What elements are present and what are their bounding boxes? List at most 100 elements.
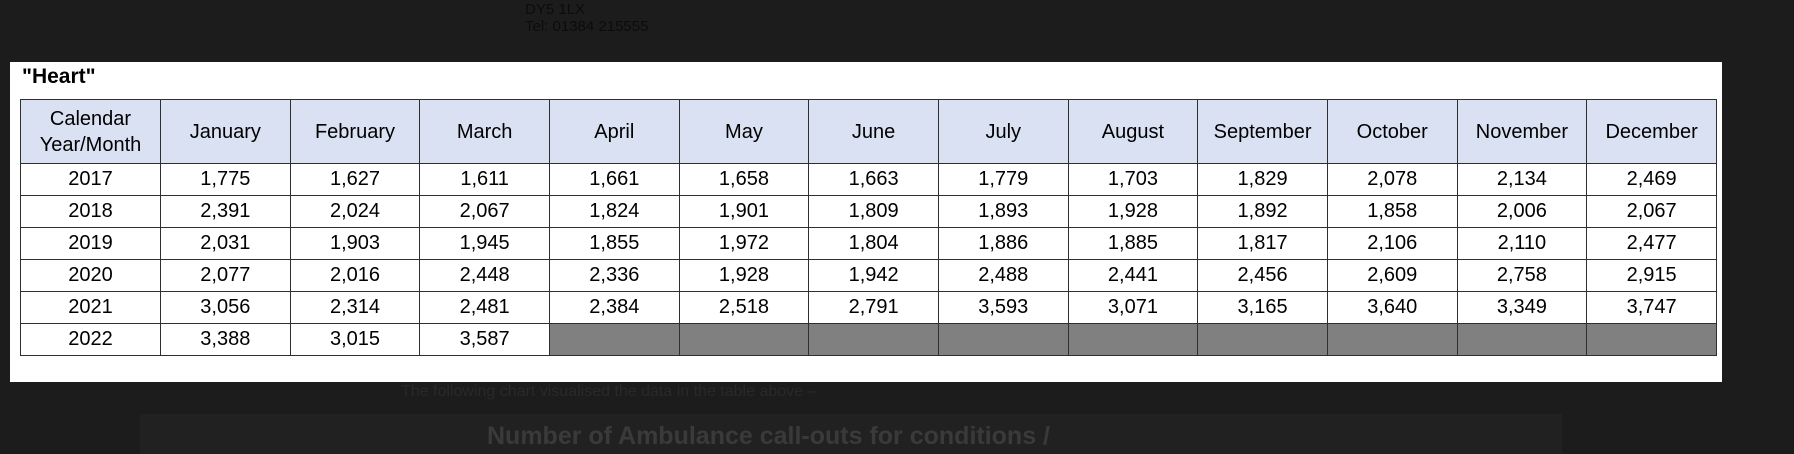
cell-value: 2,384 <box>548 291 680 324</box>
postcode-line: DY5 1LX <box>525 1 586 18</box>
cell-empty <box>1586 323 1717 356</box>
cell-value: 1,703 <box>1067 163 1199 196</box>
cell-value: 1,901 <box>678 195 810 228</box>
dimmed-address-text: DY5 1LX Tel: 01384 215555 <box>525 1 648 35</box>
table-head: Calendar Year/Month January February March A… <box>20 99 1717 164</box>
cell-value: 1,928 <box>1067 195 1199 228</box>
cell-value: 2,078 <box>1326 163 1458 196</box>
header-cell-month: October <box>1326 99 1458 164</box>
cell-value: 1,804 <box>808 227 939 260</box>
cell-empty <box>1067 323 1199 356</box>
cell-year: 2022 <box>20 323 161 356</box>
cell-value: 1,824 <box>548 195 680 228</box>
cell-value: 2,488 <box>937 259 1069 292</box>
cell-value: 2,024 <box>289 195 421 228</box>
header-cell-month: April <box>548 99 680 164</box>
cell-value: 2,456 <box>1197 259 1328 292</box>
header-cell-month: November <box>1456 99 1588 164</box>
cell-year: 2021 <box>20 291 161 324</box>
cell-value: 1,928 <box>678 259 810 292</box>
dimmed-chart-title: Number of Ambulance call-outs for condit… <box>487 422 1051 450</box>
cell-empty <box>1456 323 1588 356</box>
cell-value: 2,067 <box>419 195 550 228</box>
table-title: "Heart" <box>22 65 96 88</box>
cell-value: 1,779 <box>937 163 1069 196</box>
table-row: 2018 2,391 2,024 2,067 1,824 1,901 1,809 1,893 1… <box>20 195 1717 228</box>
header-cell-month: June <box>808 99 939 164</box>
cell-value: 2,031 <box>160 227 291 260</box>
cell-empty <box>937 323 1069 356</box>
dimmed-caption: The following chart visualised the data … <box>401 383 817 400</box>
cell-value: 2,314 <box>289 291 421 324</box>
cell-value: 1,775 <box>160 163 291 196</box>
table-row: 2021 3,056 2,314 2,481 2,384 2,518 2,791 3,593 3… <box>20 291 1717 324</box>
cell-value: 1,661 <box>548 163 680 196</box>
cell-value: 1,885 <box>1067 227 1199 260</box>
cell-value: 1,829 <box>1197 163 1328 196</box>
header-cell-month: September <box>1197 99 1328 164</box>
cell-value: 1,886 <box>937 227 1069 260</box>
cell-value: 2,518 <box>678 291 810 324</box>
table-row: 2019 2,031 1,903 1,945 1,855 1,972 1,804 1,886 1… <box>20 227 1717 260</box>
cell-value: 3,071 <box>1067 291 1199 324</box>
cell-value: 2,106 <box>1326 227 1458 260</box>
cell-value: 2,469 <box>1586 163 1717 196</box>
cell-year: 2019 <box>20 227 161 260</box>
header-cell-month: February <box>289 99 421 164</box>
cell-value: 2,134 <box>1456 163 1588 196</box>
cell-value: 3,747 <box>1586 291 1717 324</box>
ambulance-callouts-table: Calendar Year/Month January February March A… <box>20 99 1717 356</box>
header-cell-year: Calendar Year/Month <box>20 99 161 164</box>
cell-value: 1,855 <box>548 227 680 260</box>
cell-empty <box>808 323 939 356</box>
cell-value: 1,611 <box>419 163 550 196</box>
cell-value: 1,817 <box>1197 227 1328 260</box>
cell-value: 1,809 <box>808 195 939 228</box>
cell-value: 1,903 <box>289 227 421 260</box>
header-cell-month: January <box>160 99 291 164</box>
dimmed-chart-area <box>140 414 1562 454</box>
cell-year: 2020 <box>20 259 161 292</box>
cell-value: 1,893 <box>937 195 1069 228</box>
highlighted-table-panel: "Heart" Calendar Year/Month January Februa… <box>10 62 1722 382</box>
header-cell-month: August <box>1067 99 1199 164</box>
cell-value: 1,945 <box>419 227 550 260</box>
table-body: 2017 1,775 1,627 1,611 1,661 1,658 1,663 1,779 1… <box>20 163 1717 356</box>
cell-value: 2,609 <box>1326 259 1458 292</box>
table-row: 2017 1,775 1,627 1,611 1,661 1,658 1,663 1,779 1… <box>20 163 1717 196</box>
table-row: 2020 2,077 2,016 2,448 2,336 1,928 1,942 2,488 2… <box>20 259 1717 292</box>
cell-value: 2,016 <box>289 259 421 292</box>
cell-value: 1,972 <box>678 227 810 260</box>
cell-value: 2,336 <box>548 259 680 292</box>
cell-value: 3,640 <box>1326 291 1458 324</box>
cell-value: 2,006 <box>1456 195 1588 228</box>
header-cell-month: March <box>419 99 550 164</box>
telephone-line: Tel: 01384 215555 <box>525 18 649 35</box>
cell-value: 2,441 <box>1067 259 1199 292</box>
cell-value: 2,067 <box>1586 195 1717 228</box>
cell-value: 1,942 <box>808 259 939 292</box>
cell-empty <box>678 323 810 356</box>
cell-value: 1,627 <box>289 163 421 196</box>
cell-value: 1,658 <box>678 163 810 196</box>
header-cell-month: July <box>937 99 1069 164</box>
cell-value: 2,791 <box>808 291 939 324</box>
cell-value: 2,391 <box>160 195 291 228</box>
cell-value: 2,477 <box>1586 227 1717 260</box>
table-row: 2022 3,388 3,015 3,587 <box>20 323 1717 356</box>
cell-value: 2,758 <box>1456 259 1588 292</box>
cell-value: 2,915 <box>1586 259 1717 292</box>
cell-value: 1,663 <box>808 163 939 196</box>
cell-value: 2,448 <box>419 259 550 292</box>
cell-value: 3,593 <box>937 291 1069 324</box>
table-header-row: Calendar Year/Month January February March A… <box>20 99 1717 164</box>
cell-value: 3,349 <box>1456 291 1588 324</box>
cell-empty <box>1197 323 1328 356</box>
cell-year: 2018 <box>20 195 161 228</box>
cell-value: 3,015 <box>289 323 421 356</box>
cell-empty <box>1326 323 1458 356</box>
cell-empty <box>548 323 680 356</box>
cell-value: 2,481 <box>419 291 550 324</box>
cell-value: 3,388 <box>160 323 291 356</box>
cell-value: 3,165 <box>1197 291 1328 324</box>
